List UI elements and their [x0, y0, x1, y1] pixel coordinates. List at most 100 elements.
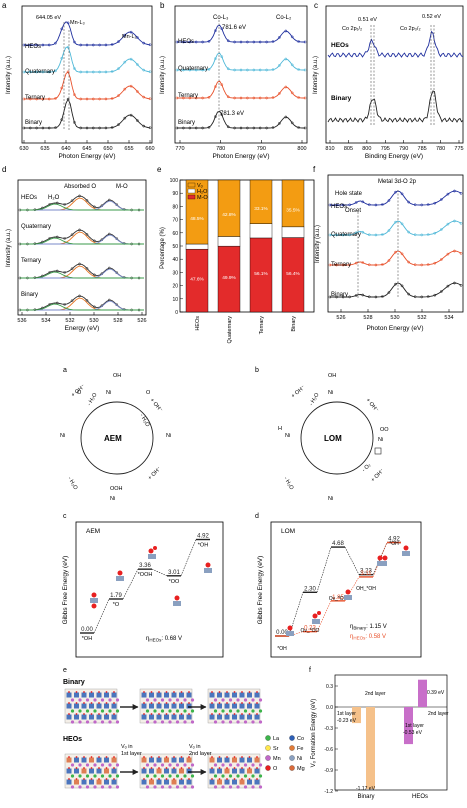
struct-octahedron	[96, 779, 102, 785]
struct-atom	[145, 720, 150, 724]
panel-f-curve-2-marker	[361, 261, 365, 264]
struct-atom	[100, 720, 105, 724]
panel-b-label-heo: HEOs	[178, 39, 194, 45]
panel-b-curve-1-marker	[258, 68, 262, 72]
struct-octahedron	[254, 703, 260, 709]
struct-octahedron	[104, 714, 109, 720]
bar-vo-label: 35.5%	[286, 207, 300, 213]
panel-b-curve-3-marker	[233, 126, 236, 130]
struct-oxygen	[150, 778, 153, 780]
struct-atom	[168, 763, 172, 767]
panel-a-curve-1-marker	[28, 70, 32, 74]
struct-atom	[183, 720, 187, 724]
struct-octahedron	[66, 714, 72, 720]
energy-value: 4.92	[388, 537, 400, 543]
lom-right-oo: OO	[380, 427, 389, 433]
struct-oxygen	[211, 756, 213, 758]
panel-b-bin-peak: 781.3 eV	[220, 111, 244, 117]
struct-oxygen	[180, 691, 183, 693]
struct-atom	[153, 774, 157, 778]
panel-f-curve-0-marker	[381, 203, 384, 206]
struct-octahedron	[156, 703, 162, 709]
struct-octahedron	[171, 714, 177, 720]
panel-b-curve-0-marker	[182, 40, 185, 44]
struct-octahedron	[89, 714, 94, 720]
panel-a-peak-label: 644.05 eV	[36, 15, 61, 21]
panel-b-curve-1-marker	[284, 57, 288, 61]
panel-a-curve-0-marker	[35, 43, 38, 47]
struct-oxygen	[113, 767, 115, 769]
panel-b-curve-2-marker	[271, 96, 275, 99]
mechanism-lom: b LOM OH Ni OO Ni H Ni Ni + OH⁻ - H₂O + …	[255, 367, 389, 502]
panel-a-curve-2-marker	[41, 97, 45, 101]
struct-octahedron	[74, 757, 79, 763]
panel-f-curve-1-marker	[335, 233, 338, 237]
x-tick-label: 790	[257, 146, 266, 152]
legend-atom-label: Sr	[273, 746, 279, 752]
struct-atom	[213, 763, 218, 767]
struct-oxygen	[105, 713, 108, 715]
panel-f-curve-3-marker	[400, 284, 404, 288]
panel-b-curve-0-marker	[258, 40, 262, 44]
panel-d-fit-3-marker	[85, 299, 89, 302]
struct-atom	[115, 709, 120, 713]
struct-atom	[78, 720, 82, 724]
panel-c-curve-binary	[327, 90, 464, 123]
struct-atom	[153, 720, 157, 724]
struct-octahedron	[104, 757, 109, 763]
struct-octahedron	[232, 768, 237, 774]
panel-c-shift2: 0.52 eV	[422, 14, 441, 20]
panel-f-curve-3-marker	[433, 293, 437, 297]
struct-oxygen	[68, 702, 70, 704]
panel-b-curve-0-marker	[271, 40, 275, 43]
struct-atom	[228, 763, 233, 767]
struct-oxygen	[226, 691, 228, 693]
struct-atom	[243, 709, 248, 713]
x-tick-label: 780	[436, 146, 445, 152]
struct-oxygen	[113, 756, 115, 758]
bar-mo-label: 56.1%	[254, 271, 268, 277]
panel-d-ylabel: Intensity (a.u.)	[6, 229, 12, 267]
struct-atom	[183, 698, 187, 702]
energy-connector	[122, 569, 139, 600]
panel-f-curve-1-marker	[440, 228, 443, 231]
lom-top-oh: OH	[328, 373, 336, 379]
panel-a-curve-0-marker	[28, 43, 32, 47]
struct-oxygen	[233, 767, 236, 769]
struct-octahedron	[164, 692, 169, 698]
panel-e-letter: e	[157, 165, 162, 174]
struct-oxygen	[158, 756, 160, 758]
struct-oxygen	[173, 713, 175, 715]
struct-atom	[168, 785, 172, 789]
struct-octahedron	[217, 714, 222, 720]
struct-octahedron	[232, 757, 237, 763]
struct-octahedron	[74, 703, 79, 709]
panel-b-curve-0-marker	[207, 39, 211, 43]
energy-value: 0.00	[276, 630, 288, 636]
struct-octahedron	[74, 768, 79, 774]
panel-b-curve-2	[177, 80, 305, 99]
panel-f-xlabel: Photon Energy (eV)	[366, 325, 423, 332]
panel-f-curve-1-marker	[420, 233, 424, 237]
panel-f-curve-3-marker	[354, 294, 358, 297]
struct-oxygen	[226, 778, 228, 780]
panel-a-curve-3-marker	[54, 126, 57, 130]
struct-octahedron	[104, 768, 109, 774]
energy-value: 0.23	[304, 626, 316, 632]
panel-d-curves	[18, 194, 144, 312]
aem-bottom-ooh: OOH	[110, 486, 123, 492]
panel-f2-cat-binary: Binary	[357, 794, 374, 800]
aem-minus-h2o-3: - H₂O	[66, 476, 78, 492]
struct-octahedron	[171, 692, 177, 698]
struct-octahedron	[104, 779, 109, 785]
panel-f2: f Vₒ Formation Energy (eV) 0.3 0.0 -0.3 -0.…	[309, 667, 449, 800]
lom-left-ni: Ni	[285, 433, 290, 439]
panel-a-curve-0-marker	[60, 27, 64, 31]
struct-atom	[85, 698, 90, 702]
y-tick-label: -0.6	[324, 747, 333, 753]
struct-oxygen	[83, 756, 85, 758]
struct-oxygen	[226, 702, 228, 704]
panel-f2-lay2-heo: 2nd layer	[428, 711, 449, 717]
struct-octahedron	[186, 757, 192, 763]
panel-a-xlabel: Photon Energy (eV)	[58, 153, 115, 160]
